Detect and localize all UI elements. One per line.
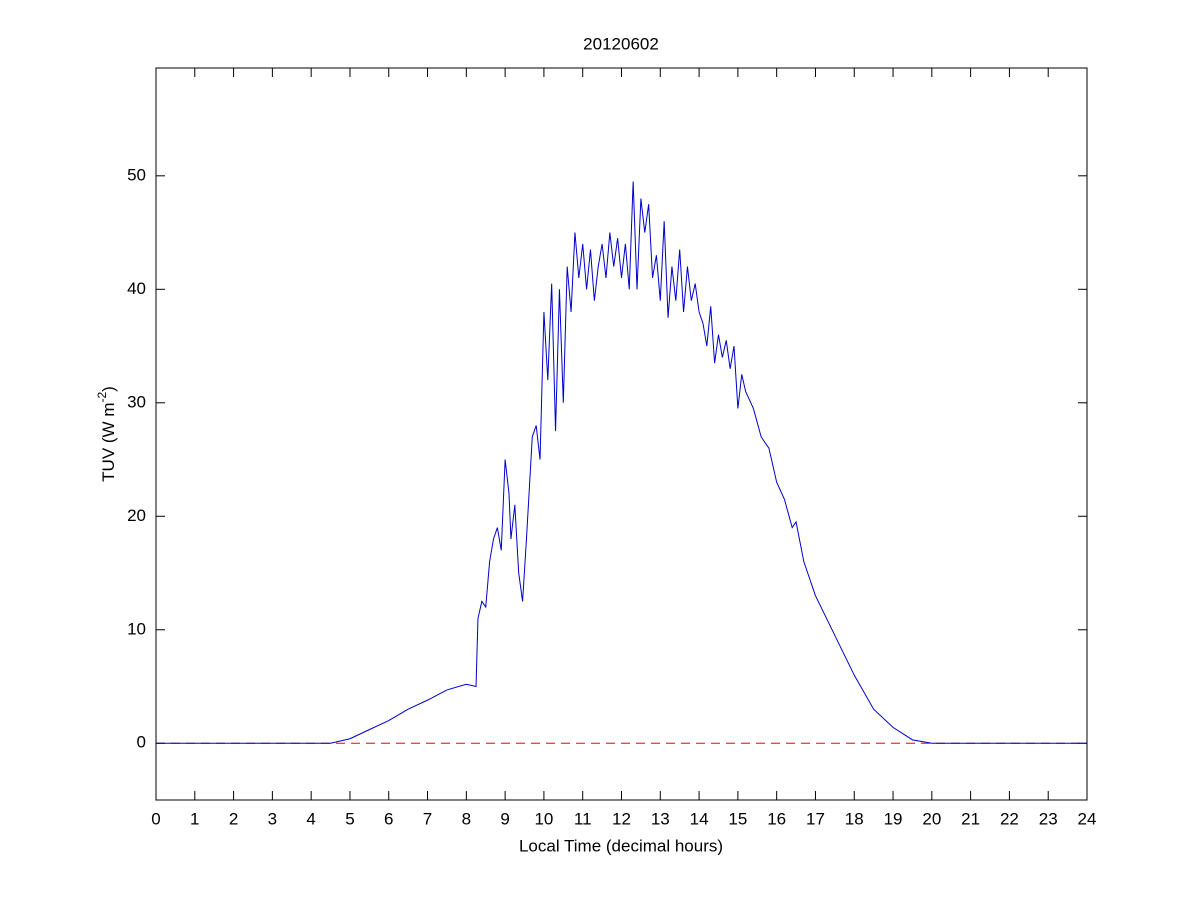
x-tick-label: 21 bbox=[961, 809, 980, 828]
x-tick-label: 17 bbox=[806, 809, 825, 828]
y-tick-label: 20 bbox=[127, 506, 146, 525]
x-tick-label: 1 bbox=[190, 809, 199, 828]
x-tick-label: 16 bbox=[767, 809, 786, 828]
y-label-superscript: -2 bbox=[95, 392, 109, 403]
y-label-text: TUV (W m bbox=[99, 403, 118, 482]
y-axis-label: TUV (W m-2) bbox=[95, 386, 118, 482]
y-label-suffix: ) bbox=[99, 386, 118, 392]
plot-frame bbox=[155, 67, 1088, 801]
x-tick-label: 19 bbox=[884, 809, 903, 828]
x-tick-label: 24 bbox=[1078, 809, 1097, 828]
y-tick-label: 30 bbox=[127, 392, 146, 411]
chart-title: 20120602 bbox=[583, 34, 659, 53]
y-tick-label: 40 bbox=[127, 279, 146, 298]
x-tick-label: 15 bbox=[728, 809, 747, 828]
x-tick-label: 3 bbox=[268, 809, 277, 828]
x-axis-label: Local Time (decimal hours) bbox=[519, 836, 723, 855]
x-tick-label: 7 bbox=[423, 809, 432, 828]
x-tick-label: 23 bbox=[1039, 809, 1058, 828]
x-tick-label: 22 bbox=[1000, 809, 1019, 828]
x-tick-label: 5 bbox=[345, 809, 354, 828]
x-tick-label: 20 bbox=[922, 809, 941, 828]
x-tick-label: 18 bbox=[845, 809, 864, 828]
x-tick-label: 11 bbox=[574, 809, 592, 828]
x-tick-label: 9 bbox=[500, 809, 509, 828]
x-tick-label: 14 bbox=[690, 809, 709, 828]
x-tick-label: 12 bbox=[612, 809, 631, 828]
data-line bbox=[156, 181, 1087, 744]
x-tick-label: 4 bbox=[306, 809, 315, 828]
x-tick-label: 13 bbox=[651, 809, 670, 828]
x-tick-label: 6 bbox=[384, 809, 393, 828]
y-tick-label: 0 bbox=[137, 733, 146, 752]
x-tick-label: 0 bbox=[151, 809, 160, 828]
x-tick-label: 10 bbox=[534, 809, 553, 828]
x-tick-label: 2 bbox=[229, 809, 238, 828]
x-tick-label: 8 bbox=[462, 809, 471, 828]
y-tick-label: 50 bbox=[127, 165, 146, 184]
y-tick-label: 10 bbox=[127, 619, 146, 638]
